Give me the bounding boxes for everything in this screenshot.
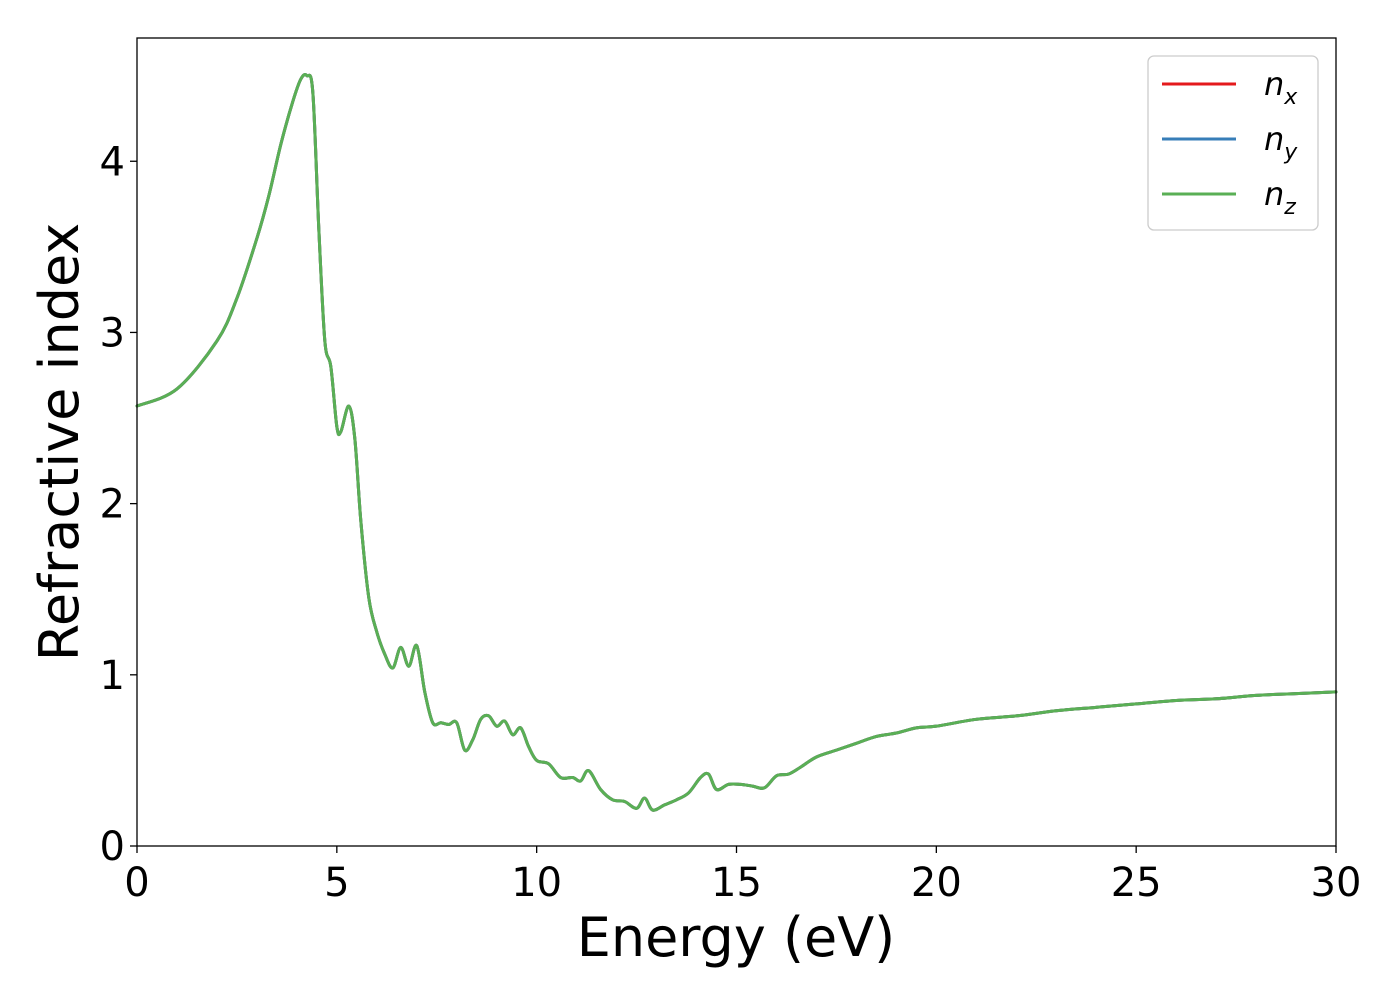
x-tick-label: 15 [711,860,762,906]
series-layer [135,73,1338,812]
y-tick-label: 0 [100,824,125,870]
x-axis-ticks: 0 5 10 15 20 25 30 [124,846,1361,906]
y-tick-label: 4 [100,139,125,185]
x-tick-label: 25 [1111,860,1162,906]
x-axis-label: Energy (eV) [577,906,896,969]
x-tick-label: 0 [124,860,149,906]
y-tick-label: 3 [100,310,125,356]
y-tick-label: 2 [100,482,125,528]
x-tick-label: 5 [324,860,349,906]
y-axis-ticks: 0 1 2 3 4 [100,139,137,870]
x-tick-label: 30 [1311,860,1362,906]
legend-box [1147,55,1319,231]
plot-background [137,38,1336,846]
series-line-z [135,73,1338,812]
x-tick-label: 10 [511,860,562,906]
y-axis-label: Refractive index [28,223,91,662]
y-tick-label: 1 [100,653,125,699]
x-tick-label: 20 [911,860,962,906]
